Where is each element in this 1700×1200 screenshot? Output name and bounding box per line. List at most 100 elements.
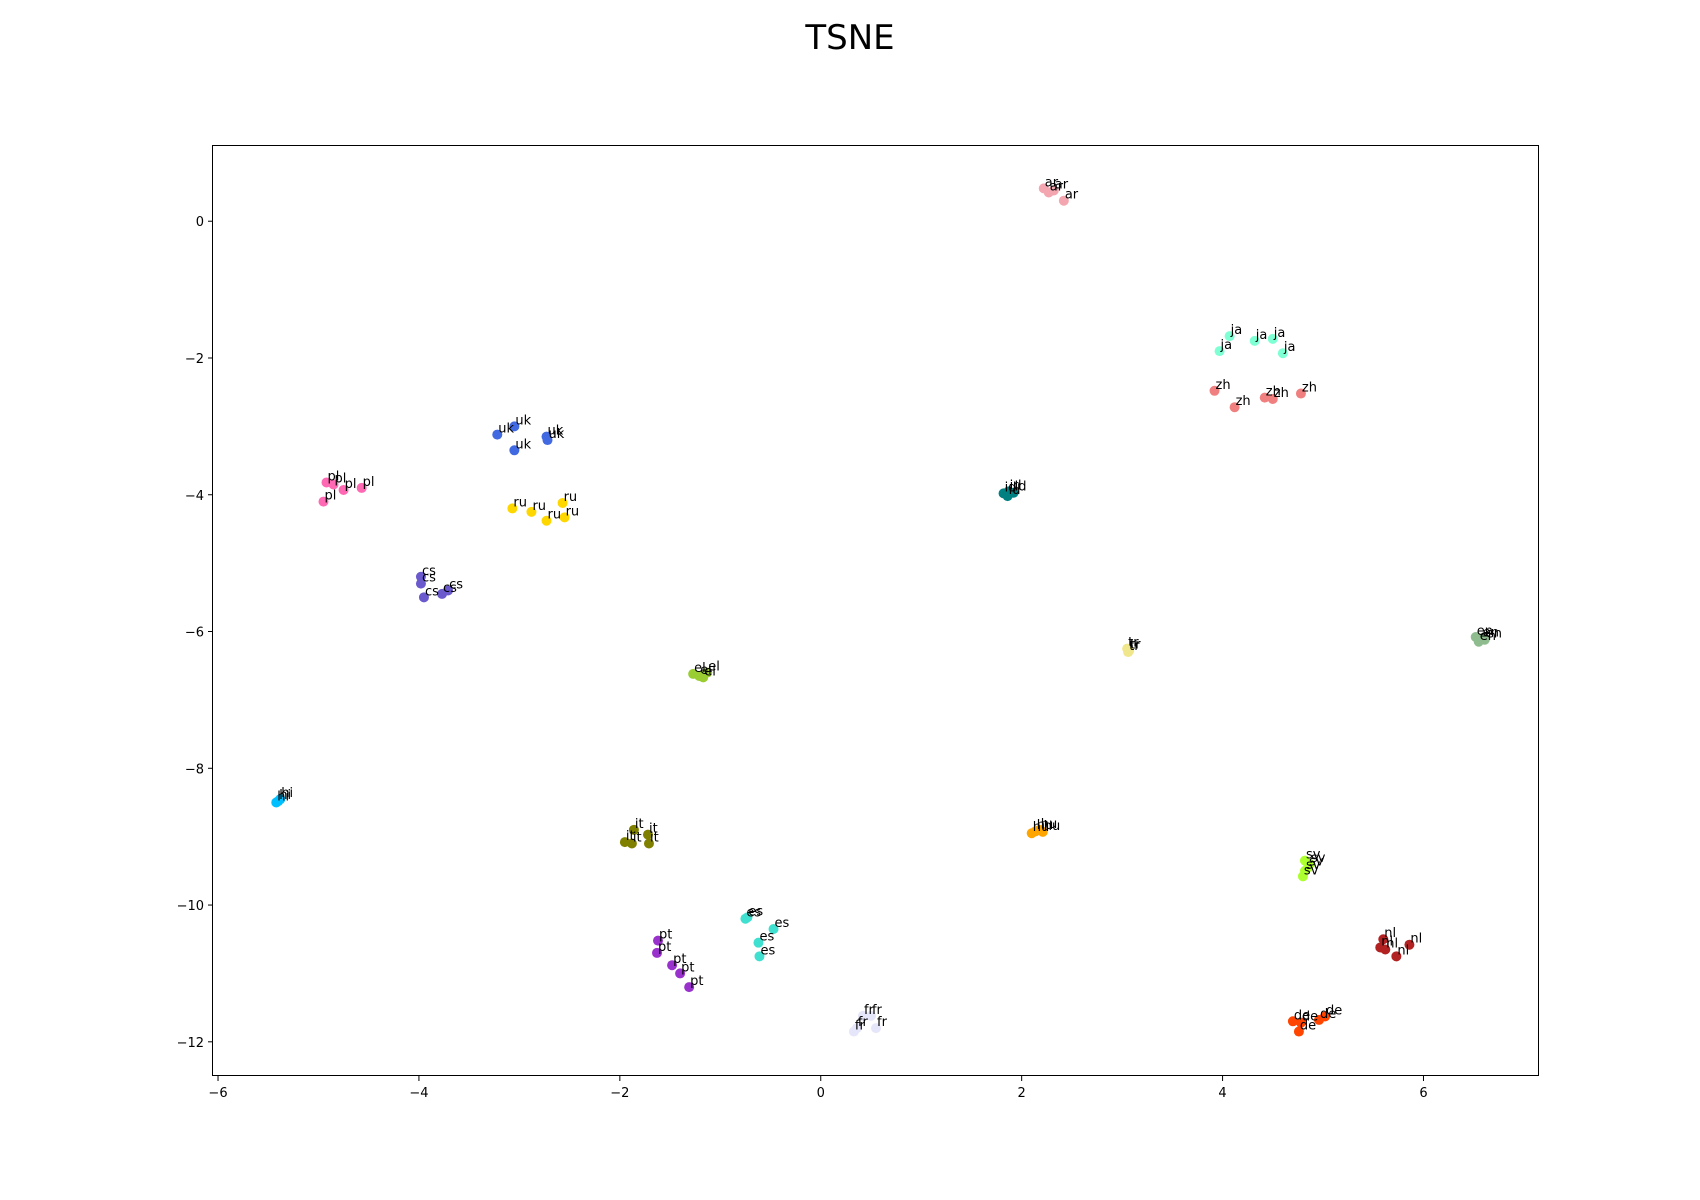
point-label-ar: ar (1045, 175, 1059, 190)
point-sv (1297, 871, 1308, 882)
point-el (702, 667, 713, 678)
point-label-ja: ja (1220, 338, 1233, 353)
point-label-sv: sv (1306, 858, 1321, 873)
point-label-cs: cs (425, 584, 439, 599)
point-pl (338, 484, 349, 495)
y-tick-label: −4 (185, 489, 204, 504)
point-ru (559, 512, 570, 523)
point-label-ar: ar (1050, 180, 1064, 195)
point-label-sv: sv (1311, 851, 1326, 866)
point-label-tr: tr (1128, 636, 1139, 651)
point-label-zh: zh (1216, 378, 1231, 393)
point-label-sv: sv (1304, 863, 1319, 878)
point-pl (356, 482, 367, 493)
point-ru (557, 497, 568, 508)
point-fr (871, 1023, 881, 1034)
point-de (1295, 1017, 1306, 1028)
point-es (768, 923, 779, 934)
point-label-el: el (700, 663, 712, 678)
point-label-id: id (1015, 480, 1027, 495)
point-label-ru: ru (532, 499, 546, 514)
point-label-cs: cs (422, 564, 436, 579)
point-cs (415, 578, 426, 589)
x-tick-label: 6 (1419, 1086, 1427, 1101)
point-label-en: en (1486, 627, 1502, 642)
points-layer (271, 183, 1490, 1037)
point-uk (492, 429, 503, 440)
point-hi (275, 794, 286, 805)
point-label-hu: hu (1033, 820, 1049, 835)
point-ru (507, 503, 518, 514)
point-id (1002, 491, 1013, 502)
x-axis: −6 −4 −2 0 2 4 6 (208, 1076, 1428, 1101)
point-zh (1259, 392, 1270, 403)
y-tick-label: −10 (177, 899, 204, 914)
y-tick-label: −8 (185, 762, 204, 777)
point-label-de: de (1300, 1019, 1316, 1034)
point-label-zh: zh (1236, 394, 1251, 409)
point-label-fr: fr (858, 1015, 869, 1030)
point-label-cs: cs (422, 571, 436, 586)
point-label-pl: pl (328, 469, 340, 484)
point-label-id: id (1005, 480, 1017, 495)
point-label-it: it (626, 829, 635, 844)
point-uk (509, 421, 520, 432)
x-tick-label: 2 (1018, 1086, 1026, 1101)
point-label-ru: ru (564, 490, 578, 505)
point-label-zh: zh (1302, 381, 1317, 396)
point-it (626, 838, 637, 849)
point-label-sv: sv (1306, 848, 1321, 863)
point-label-fr: fr (872, 1003, 883, 1018)
point-label-pl: pl (363, 475, 375, 490)
point-label-ru: ru (566, 504, 580, 519)
point-pt (684, 982, 695, 993)
point-nl (1378, 934, 1389, 945)
point-ja (1249, 335, 1260, 346)
point-label-el: el (704, 664, 716, 679)
point-label-de: de (1294, 1008, 1310, 1023)
point-ru (541, 515, 552, 526)
point-zh (1267, 394, 1278, 405)
plot-frame (212, 145, 1539, 1076)
point-pt (652, 947, 663, 958)
point-tr (1124, 645, 1135, 656)
point-label-en: en (1483, 625, 1499, 640)
point-label-uk: uk (548, 424, 564, 439)
point-label-pl: pl (325, 489, 337, 504)
point-sv (1304, 859, 1315, 870)
point-pt (675, 968, 686, 979)
point-label-nl: nl (1397, 943, 1409, 958)
x-tick-label: −6 (208, 1086, 227, 1101)
point-label-nl: nl (1384, 926, 1396, 941)
point-ru (526, 506, 537, 517)
point-nl (1380, 944, 1391, 955)
point-label-sv: sv (1309, 854, 1324, 869)
point-label-cs: cs (449, 577, 463, 592)
point-label-zh: zh (1274, 386, 1289, 401)
point-label-hu: hu (1044, 819, 1060, 834)
point-pt (653, 935, 664, 946)
point-label-id: id (1010, 478, 1022, 493)
point-label-ja: ja (1273, 326, 1286, 341)
point-nl (1404, 939, 1415, 950)
point-label-fr: fr (877, 1015, 888, 1030)
point-label-de: de (1320, 1007, 1336, 1022)
point-ja (1277, 348, 1288, 359)
point-it (642, 829, 653, 840)
point-label-fr: fr (855, 1019, 866, 1034)
point-ja (1224, 331, 1235, 342)
point-es (754, 951, 765, 962)
point-label-it: it (650, 831, 659, 846)
point-label-zh: zh (1266, 385, 1281, 400)
point-label-nl: nl (1381, 934, 1393, 949)
point-label-ja: ja (1283, 340, 1296, 355)
point-it (643, 838, 654, 849)
point-label-fr: fr (864, 1003, 875, 1018)
point-label-ar: ar (1065, 188, 1079, 203)
point-hu (1037, 826, 1048, 837)
point-pl (328, 479, 339, 490)
point-uk (542, 435, 553, 446)
point-de (1287, 1016, 1298, 1027)
point-label-id: id (1009, 483, 1021, 498)
